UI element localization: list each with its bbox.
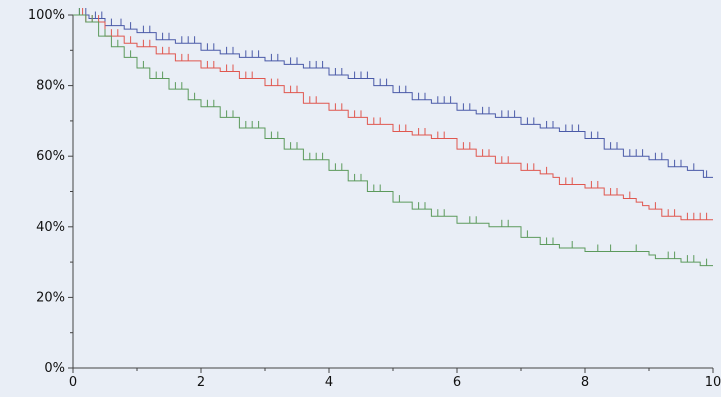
series-line xyxy=(73,14,713,221)
x-tick-label: 2 xyxy=(197,375,205,390)
x-tick-label: 8 xyxy=(581,375,589,390)
series-3 xyxy=(73,8,713,267)
x-tick-label: 0 xyxy=(69,375,77,390)
y-tick-label: 0% xyxy=(44,361,65,376)
series-line xyxy=(73,14,713,267)
y-tick-label: 100% xyxy=(28,8,65,23)
y-tick-label: 20% xyxy=(36,290,65,305)
y-tick-label: 80% xyxy=(36,79,65,94)
y-tick-label: 40% xyxy=(36,220,65,235)
y-ticks: 0% 20% 40% 60% 80% 100% xyxy=(28,8,73,376)
x-tick-label: 6 xyxy=(453,375,461,390)
x-ticks: 0 2 4 6 8 10 xyxy=(69,368,721,390)
y-tick-label: 60% xyxy=(36,149,65,164)
series-line xyxy=(73,14,713,178)
x-tick-label: 4 xyxy=(325,375,333,390)
series-1 xyxy=(73,8,713,178)
series-2 xyxy=(73,8,713,221)
x-tick-label: 10 xyxy=(705,375,721,390)
series-layer xyxy=(73,8,713,267)
